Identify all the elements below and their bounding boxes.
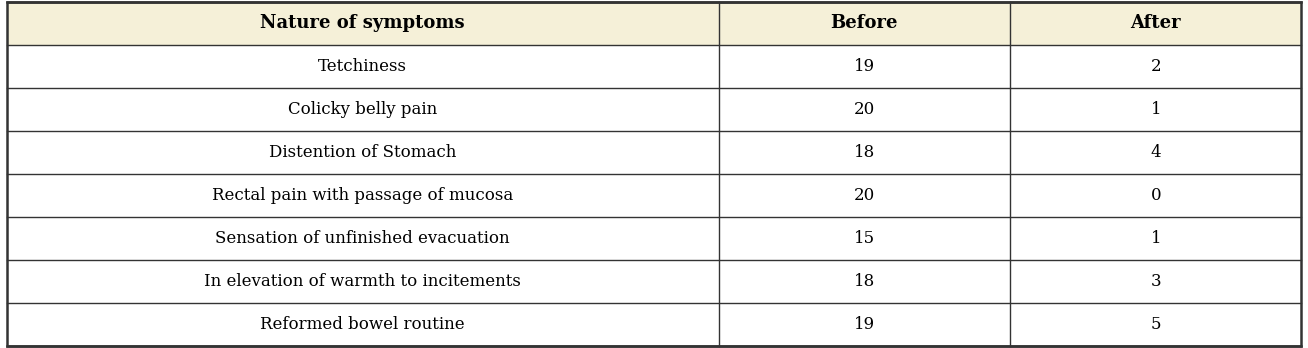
Text: 1: 1 (1151, 230, 1162, 247)
Bar (719, 303, 1010, 346)
Text: 15: 15 (854, 230, 875, 247)
Bar (719, 2, 1010, 45)
Bar (1010, 88, 1301, 131)
Bar (719, 88, 1010, 131)
Text: 18: 18 (854, 144, 875, 161)
Text: 19: 19 (854, 58, 875, 75)
Text: 20: 20 (854, 101, 875, 118)
Text: After: After (1130, 14, 1181, 32)
Text: 5: 5 (1151, 316, 1162, 333)
Text: 0: 0 (1151, 187, 1162, 204)
Bar (719, 45, 1010, 88)
Bar (7, 45, 719, 88)
Text: Reformed bowel routine: Reformed bowel routine (260, 316, 464, 333)
Text: 20: 20 (854, 187, 875, 204)
Bar (7, 303, 719, 346)
Text: 19: 19 (854, 316, 875, 333)
Bar (1010, 303, 1301, 346)
Text: 3: 3 (1151, 273, 1162, 290)
Bar (7, 174, 719, 217)
Bar (719, 260, 1010, 303)
Text: 2: 2 (1151, 58, 1162, 75)
Text: Tetchiness: Tetchiness (318, 58, 407, 75)
Text: Rectal pain with passage of mucosa: Rectal pain with passage of mucosa (212, 187, 513, 204)
Bar (1010, 217, 1301, 260)
Bar (719, 174, 1010, 217)
Text: Nature of symptoms: Nature of symptoms (260, 14, 464, 32)
Text: In elevation of warmth to incitements: In elevation of warmth to incitements (204, 273, 521, 290)
Text: 18: 18 (854, 273, 875, 290)
Bar (719, 131, 1010, 174)
Text: 4: 4 (1151, 144, 1162, 161)
Bar (7, 260, 719, 303)
Bar (1010, 45, 1301, 88)
Text: Colicky belly pain: Colicky belly pain (288, 101, 437, 118)
Bar (1010, 131, 1301, 174)
Bar (1010, 2, 1301, 45)
Bar (7, 131, 719, 174)
Text: Distention of Stomach: Distention of Stomach (269, 144, 456, 161)
Bar (7, 88, 719, 131)
Bar (7, 217, 719, 260)
Bar (719, 217, 1010, 260)
Text: Before: Before (831, 14, 899, 32)
Bar (7, 2, 719, 45)
Bar (1010, 260, 1301, 303)
Text: 1: 1 (1151, 101, 1162, 118)
Text: Sensation of unfinished evacuation: Sensation of unfinished evacuation (216, 230, 510, 247)
Bar (1010, 174, 1301, 217)
